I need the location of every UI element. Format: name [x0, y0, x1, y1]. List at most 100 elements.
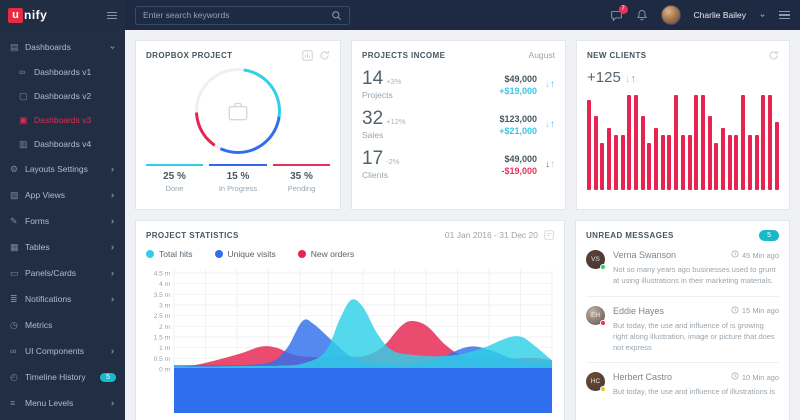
clock-icon — [731, 250, 739, 260]
sidebar-item-dashboards-v2[interactable]: ▢ Dashboards v2 — [19, 90, 92, 102]
history-icon: ◴ — [10, 371, 18, 382]
projects-income-card: PROJECTS INCOME August 14 +3% Projects $4… — [351, 40, 566, 210]
project-statistics-card: PROJECT STATISTICS 01 Jan 2016 - 31 Dec … — [135, 220, 565, 420]
sidebar-item-menu-levels[interactable]: ≡ Menu Levels — [0, 390, 125, 416]
message-sender: Verna Swanson — [613, 250, 677, 260]
project-statistics-area-chart: 4.5 m 4 m 3.5 m 3 m 2.5 m 2 m 1.5 m 1 m 0.5 m 0 m — [154, 269, 553, 413]
svg-text:1 m: 1 m — [159, 345, 170, 352]
svg-text:3.5 m: 3.5 m — [154, 292, 170, 299]
status-dot — [600, 319, 606, 326]
date-range[interactable]: 01 Jan 2016 - 31 Dec 20 — [444, 230, 538, 240]
arrow-down-icon: ↓ — [545, 159, 550, 170]
bar — [767, 95, 772, 190]
messages-list: VS Verna Swanson 45 Min ago Not so many … — [586, 241, 779, 407]
legend-dot — [214, 250, 223, 258]
bar — [747, 134, 752, 190]
status-dot — [600, 264, 606, 270]
sidebar-item-ui-components[interactable]: ∞ UI Components — [0, 338, 125, 364]
sidebar-item-dashboards-v1[interactable]: ∞ Dashboards v1 — [19, 67, 92, 77]
sidebar-item-metrics[interactable]: ◷ Metrics — [10, 319, 53, 331]
notifications-bell-icon[interactable] — [636, 9, 648, 21]
chevron-right-icon — [109, 270, 116, 277]
grid-icon: ▦ — [10, 241, 19, 252]
image-icon: ▥ — [19, 138, 28, 149]
income-period[interactable]: August — [528, 50, 555, 60]
topbar-right: 7 Charlie Bailey — [610, 4, 790, 25]
clock-icon — [731, 306, 739, 316]
new-clients-bar-chart — [587, 95, 779, 190]
svg-text:3 m: 3 m — [159, 303, 170, 310]
bar — [654, 128, 659, 190]
dropbox-project-card: DROPBOX PROJECT — [135, 40, 341, 210]
svg-text:0 m: 0 m — [159, 367, 170, 374]
arrow-down-icon: ↓ — [545, 119, 550, 130]
messages-badge: 7 — [618, 4, 628, 14]
projects-income-title: PROJECTS INCOME — [362, 50, 446, 60]
infinity-icon: ∞ — [19, 67, 26, 77]
message-item-eddie-hayes[interactable]: EH Eddie Hayes 15 Min ago But today, the… — [586, 295, 779, 363]
chart-settings-icon[interactable] — [302, 50, 313, 61]
menu-icon: ≡ — [10, 398, 16, 408]
bar — [774, 121, 779, 190]
sidebar-item-dashboards-v3[interactable]: ▣ Dashboards v3 — [19, 114, 92, 126]
legend-item-total-hits[interactable]: Total hits — [146, 249, 193, 259]
message-item-verna-swanson[interactable]: VS Verna Swanson 45 Min ago Not so many … — [586, 241, 779, 296]
sidebar-item-dashboards[interactable]: ▤ Dashboards — [0, 34, 125, 60]
sidebar-item-timeline-history[interactable]: ◴ Timeline History 5 — [0, 364, 125, 390]
new-clients-value: +125 ↓↑ — [587, 69, 636, 86]
income-row-projects: 14 +3% Projects $49,000 +$19,000 ↓↑ — [362, 68, 555, 100]
message-time: 45 Min ago — [731, 250, 779, 260]
sidebar-item-forms[interactable]: ✎ Forms — [0, 208, 125, 234]
search-box[interactable] — [135, 5, 350, 25]
sidebar-submenu: ∞ Dashboards v1 ▢ Dashboards v2 ▣ Dashboards … — [0, 60, 125, 156]
calendar-settings-icon[interactable] — [544, 230, 554, 240]
arrow-up-icon: ↑ — [550, 119, 555, 130]
topbar-menu-icon[interactable] — [779, 10, 790, 20]
briefcase-icon: ▣ — [19, 114, 28, 125]
message-sender: Eddie Hayes — [613, 305, 665, 316]
database-icon: ▤ — [10, 41, 19, 52]
bar — [593, 115, 598, 190]
message-sender: Herbert Castro — [613, 372, 673, 383]
user-name[interactable]: Charlie Bailey — [693, 10, 746, 20]
message-item-herbert-castro[interactable]: HC Herbert Castro 10 Min ago But today, … — [586, 362, 779, 406]
sidebar-item-layouts-settings[interactable]: ⚙ Layouts Settings — [0, 156, 125, 182]
refresh-icon[interactable] — [319, 50, 330, 61]
gear-icon: ⚙ — [10, 163, 19, 174]
user-menu-chevron-icon[interactable] — [759, 12, 766, 19]
sidebar-item-panels-cards[interactable]: ▭ Panels/Cards — [0, 260, 125, 286]
user-avatar[interactable] — [660, 5, 681, 25]
sidebar-item-app-views[interactable]: ▧ App Views — [0, 182, 125, 208]
sidebar-item-packages[interactable]: ✦Packages — [0, 416, 125, 420]
bar — [707, 115, 712, 190]
chevron-right-icon — [109, 400, 116, 407]
search-input[interactable] — [143, 10, 331, 20]
sidebar-item-dashboards-v4[interactable]: ▥ Dashboards v4 — [19, 138, 92, 150]
legend-item-unique-visits[interactable]: Unique visits — [214, 249, 276, 259]
bar — [660, 134, 665, 190]
legend-dot — [297, 250, 306, 258]
logo-text: nify — [24, 8, 48, 22]
chevron-right-icon — [109, 166, 116, 173]
project-progress-stats: 25 % Done 15 % In Progress 35 % Pending — [146, 164, 330, 193]
bar — [627, 95, 632, 190]
logo[interactable]: u nify — [0, 0, 125, 30]
project-donut-chart — [195, 68, 281, 154]
bar — [761, 95, 766, 190]
window-icon: ▧ — [10, 189, 19, 200]
refresh-icon[interactable] — [768, 50, 779, 61]
sidebar-item-notifications[interactable]: ≣ Notifications — [0, 286, 125, 312]
sidebar-item-tables[interactable]: ▦ Tables — [0, 234, 125, 260]
sidebar-collapse-icon[interactable] — [107, 11, 117, 19]
bar — [741, 95, 746, 190]
legend-item-new-orders[interactable]: New orders — [297, 249, 354, 259]
svg-text:4.5 m: 4.5 m — [154, 271, 170, 278]
search-icon[interactable] — [331, 10, 342, 21]
chevron-right-icon — [109, 192, 116, 199]
list-icon: ≣ — [10, 293, 18, 304]
dropbox-project-title: DROPBOX PROJECT — [146, 51, 233, 60]
bar — [640, 115, 645, 190]
bar — [714, 142, 719, 190]
components-icon: ∞ — [10, 346, 17, 356]
messages-icon[interactable]: 7 — [610, 4, 628, 22]
